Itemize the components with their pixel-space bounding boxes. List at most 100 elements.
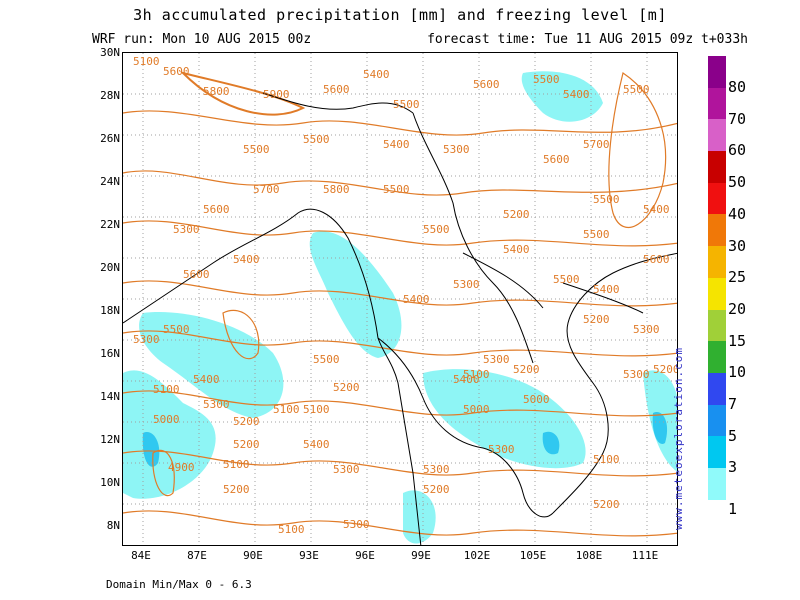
contour-label: 5200 [333, 381, 360, 394]
contour-label: 5400 [193, 373, 220, 386]
lat-label: 26N [100, 132, 120, 145]
contour-label: 5500 [533, 73, 560, 86]
colorbar-tick-label: 15 [728, 331, 747, 350]
map-panel: 5100 5600 5800 5900 5600 5400 5500 5600 … [122, 52, 678, 546]
contour-label: 5500 [423, 223, 450, 236]
contour-label: 5500 [553, 273, 580, 286]
colorbar-segment [708, 56, 726, 88]
precip-shading [123, 71, 677, 544]
contour-label: 5100 [133, 55, 160, 68]
contour-label: 5200 [593, 498, 620, 511]
contour-label: 5300 [173, 223, 200, 236]
contour-label: 5500 [313, 353, 340, 366]
contour-label: 5700 [583, 138, 610, 151]
precip-area-west [123, 370, 216, 499]
precip-area-west2 [139, 312, 284, 418]
freezing-level-contours [123, 71, 677, 537]
contour-label: 5200 [423, 483, 450, 496]
contour-label: 5300 [333, 463, 360, 476]
contour-label: 5200 [583, 313, 610, 326]
lon-label: 102E [463, 549, 491, 562]
coastlines-borders [123, 92, 677, 545]
lon-label: 111E [631, 549, 659, 562]
lat-label: 24N [100, 175, 120, 188]
contour-label: 5300 [423, 463, 450, 476]
contour-label: 5200 [233, 415, 260, 428]
contour-label: 5500 [163, 323, 190, 336]
contour-label: 5300 [443, 143, 470, 156]
contour-label: 5000 [463, 403, 490, 416]
colorbar-tick-label: 1 [728, 500, 738, 519]
run-label: WRF run: Mon 10 AUG 2015 00z [92, 32, 312, 47]
contour-label: 5500 [303, 133, 330, 146]
contour-label: 5100 [223, 458, 250, 471]
contour-label: 5300 [343, 518, 370, 531]
colorbar-segment [708, 372, 726, 405]
colorbar-segment [708, 404, 726, 437]
colorbar-segment [708, 277, 726, 310]
domain-minmax: Domain Min/Max 0 - 6.3 [106, 578, 252, 591]
contour-label: 5500 [593, 193, 620, 206]
lon-label: 108E [575, 549, 603, 562]
colorbar-tick-label: 70 [728, 109, 747, 128]
lat-label: 10N [100, 476, 120, 489]
lon-label: 105E [519, 549, 547, 562]
contour-label: 5600 [323, 83, 350, 96]
lat-label: 28N [100, 89, 120, 102]
contour-label: 5600 [183, 268, 210, 281]
contour-label: 5500 [393, 98, 420, 111]
contour-label: 5400 [383, 138, 410, 151]
colorbar [708, 56, 726, 500]
contour-label: 5500 [583, 228, 610, 241]
precip-area-north [521, 71, 603, 122]
contour-label: 5100 [273, 403, 300, 416]
lon-label: 93E [299, 549, 319, 562]
contour-label: 5100 [303, 403, 330, 416]
colorbar-tick-label: 20 [728, 299, 747, 318]
lat-label: 16N [100, 347, 120, 360]
lat-label: 20N [100, 261, 120, 274]
contour-label: 5300 [453, 278, 480, 291]
precip-area-center [309, 231, 402, 358]
map-svg: 5100 5600 5800 5900 5600 5400 5500 5600 … [123, 53, 678, 545]
colorbar-segment [708, 309, 726, 342]
colorbar-segment [708, 214, 726, 247]
colorbar-tick-label: 5 [728, 426, 738, 445]
lon-label: 96E [355, 549, 375, 562]
colorbar-tick-label: 40 [728, 204, 747, 223]
colorbar-segment [708, 151, 726, 183]
contour-label: 5700 [253, 183, 280, 196]
contour-label: 5100 [593, 453, 620, 466]
colorbar-tick-label: 60 [728, 141, 747, 160]
colorbar-segment [708, 436, 726, 468]
contour-label: 5200 [223, 483, 250, 496]
credit-text: www.meteoexploration.com [672, 347, 685, 530]
colorbar-segment [708, 119, 726, 152]
contour-label: 5200 [503, 208, 530, 221]
contour-label: 5000 [153, 413, 180, 426]
precip-core-2 [542, 431, 560, 455]
contour-label: 5100 [463, 368, 490, 381]
contour-label: 5200 [233, 438, 260, 451]
contour-label: 5300 [488, 443, 515, 456]
colorbar-tick-label: 25 [728, 268, 747, 287]
lat-label: 12N [100, 433, 120, 446]
colorbar-tick-label: 10 [728, 363, 747, 382]
precip-core-3 [652, 412, 668, 444]
lon-label: 84E [131, 549, 151, 562]
contour-label: 5800 [203, 85, 230, 98]
contour-label: 5100 [278, 523, 305, 536]
contour-label: 5500 [243, 143, 270, 156]
colorbar-segment [708, 341, 726, 373]
lat-label: 22N [100, 218, 120, 231]
contour-label: 5400 [593, 283, 620, 296]
contour-label-group: 5100 5600 5800 5900 5600 5400 5500 5600 … [133, 55, 678, 536]
contour-label: 5200 [653, 363, 678, 376]
contour-label: 5200 [513, 363, 540, 376]
colorbar-tick-label: 3 [728, 458, 738, 477]
contour-label: 5300 [203, 398, 230, 411]
colorbar-segment [708, 182, 726, 215]
contour-label: 5600 [163, 65, 190, 78]
lat-label: 30N [100, 46, 120, 59]
forecast-label: forecast time: Tue 11 AUG 2015 09z t+033… [427, 32, 748, 47]
